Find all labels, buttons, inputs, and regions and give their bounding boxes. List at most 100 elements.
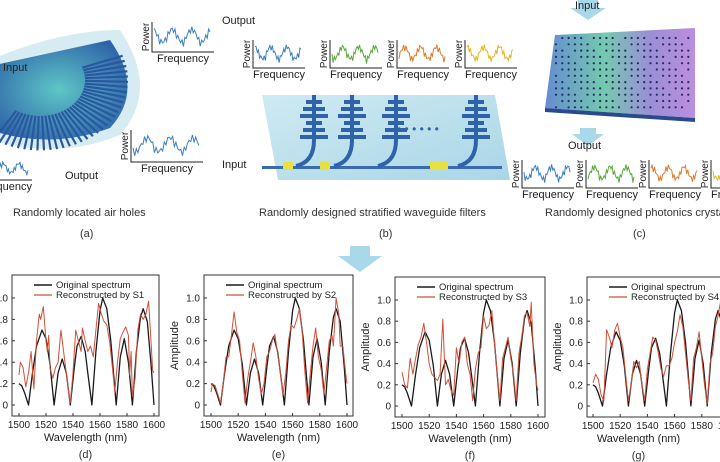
grating-segment xyxy=(462,135,490,139)
air-hole-row xyxy=(83,87,126,99)
air-hole-row xyxy=(60,111,83,143)
air-hole-row xyxy=(66,107,94,137)
crystal-hole xyxy=(662,87,665,90)
crystal-hole xyxy=(636,93,640,96)
crystal-hole xyxy=(649,55,652,59)
crystal-hole xyxy=(680,106,684,109)
caption-a: Randomly located air holes xyxy=(13,207,146,219)
crystal-hole xyxy=(687,55,690,59)
crystal-hole xyxy=(655,55,658,59)
crystal-hole xyxy=(680,55,684,59)
crystal-hole xyxy=(573,36,577,40)
crystal-hole xyxy=(655,81,658,84)
crystal-hole xyxy=(592,81,595,84)
crystal-hole xyxy=(668,43,671,46)
crystal-hole xyxy=(605,99,608,103)
inset-axes xyxy=(648,160,701,189)
crystal-hole xyxy=(592,99,595,103)
air-hole-row xyxy=(77,97,116,118)
crystal-hole xyxy=(592,55,595,59)
air-hole-row xyxy=(10,113,27,148)
y-axis-label: Amplitude xyxy=(169,321,181,370)
crystal-hole xyxy=(599,36,602,40)
crystal-hole xyxy=(561,36,564,40)
panel-letter: (g) xyxy=(632,450,645,462)
inset-axes xyxy=(130,130,203,163)
crystal-hole xyxy=(662,55,665,59)
crystal-hole xyxy=(636,49,640,52)
x-axis-label: Wavelength (nm) xyxy=(237,432,320,444)
crystal-hole xyxy=(567,74,570,77)
inset-xlabel: Frequency xyxy=(522,189,574,201)
x-tick-label: 1540 xyxy=(445,421,468,432)
down-arrow-icon xyxy=(338,246,382,272)
air-hole-device-illustration xyxy=(0,30,140,151)
air-hole-row xyxy=(44,115,52,151)
grating-segment xyxy=(338,135,366,139)
y-axis-label: Amplitude xyxy=(552,323,564,372)
crystal-hole xyxy=(599,43,602,46)
crystal-hole xyxy=(605,49,608,52)
legend-label-reconstructed: Reconstructed by S1 xyxy=(56,290,144,301)
filter-waveguide xyxy=(377,95,398,168)
input-label-c: Input xyxy=(575,0,600,12)
crystal-hole xyxy=(586,43,589,46)
crystal-hole xyxy=(636,43,640,46)
y-tick-label: 0.8 xyxy=(569,317,583,328)
crystal-hole xyxy=(680,43,684,46)
air-hole-row xyxy=(84,82,128,89)
crystal-hole xyxy=(649,43,652,46)
crystal-hole xyxy=(624,81,627,84)
x-tick-label: 1500 xyxy=(391,421,414,432)
crystal-hole xyxy=(630,99,633,103)
air-hole-row xyxy=(63,109,89,140)
air-hole-row xyxy=(79,95,119,114)
x-tick-label: 1500 xyxy=(582,421,605,432)
crystal-hole xyxy=(567,36,570,40)
filter-waveguide xyxy=(457,95,478,168)
crystal-hole xyxy=(649,62,652,65)
output-label-a: Output xyxy=(65,170,99,182)
crystal-hole xyxy=(680,62,684,65)
y-tick-label: 0.4 xyxy=(0,358,8,369)
output-label-b: Output xyxy=(222,15,256,27)
inset-spectrum-line xyxy=(153,26,211,47)
crystal-hole xyxy=(592,62,595,65)
inset-xlabel: Frequency xyxy=(157,53,209,65)
air-hole-row xyxy=(75,100,112,123)
crystal-hole xyxy=(617,49,621,52)
crystal-hole xyxy=(561,87,564,90)
crystal-hole xyxy=(573,62,577,65)
y-tick-label: 1.0 xyxy=(0,294,8,305)
grating-segment xyxy=(344,100,360,104)
crystal-hole xyxy=(655,99,658,103)
crystal-hole xyxy=(580,49,583,52)
grating-segment xyxy=(341,107,363,111)
y-tick-label: 1.0 xyxy=(569,296,583,307)
grating-segment xyxy=(344,121,360,125)
inset-axes xyxy=(585,160,638,189)
air-hole-row xyxy=(54,113,71,147)
crystal-hole xyxy=(655,68,658,71)
crystal-hole xyxy=(573,43,577,46)
crystal-hole xyxy=(680,74,684,77)
air-hole-row xyxy=(40,115,46,151)
inset-spectrum-line xyxy=(523,164,571,183)
ellipsis-dots: • • • • • • xyxy=(397,122,439,136)
crystal-hole xyxy=(611,81,614,84)
crystal-hole xyxy=(567,106,570,109)
air-hole-row xyxy=(83,59,125,72)
inset-ylabel: Power xyxy=(454,39,465,68)
crystal-hole xyxy=(592,36,595,40)
x-tick-label: 1540 xyxy=(62,420,85,431)
inset-axes xyxy=(252,40,305,69)
crystal-hole xyxy=(573,99,577,103)
inset-xlabel: Frequency xyxy=(141,163,193,175)
inset-spectrum-line xyxy=(466,43,514,63)
crystal-hole xyxy=(674,43,677,46)
y-tick-label: 0.6 xyxy=(186,336,200,347)
crystal-hole xyxy=(611,74,614,77)
